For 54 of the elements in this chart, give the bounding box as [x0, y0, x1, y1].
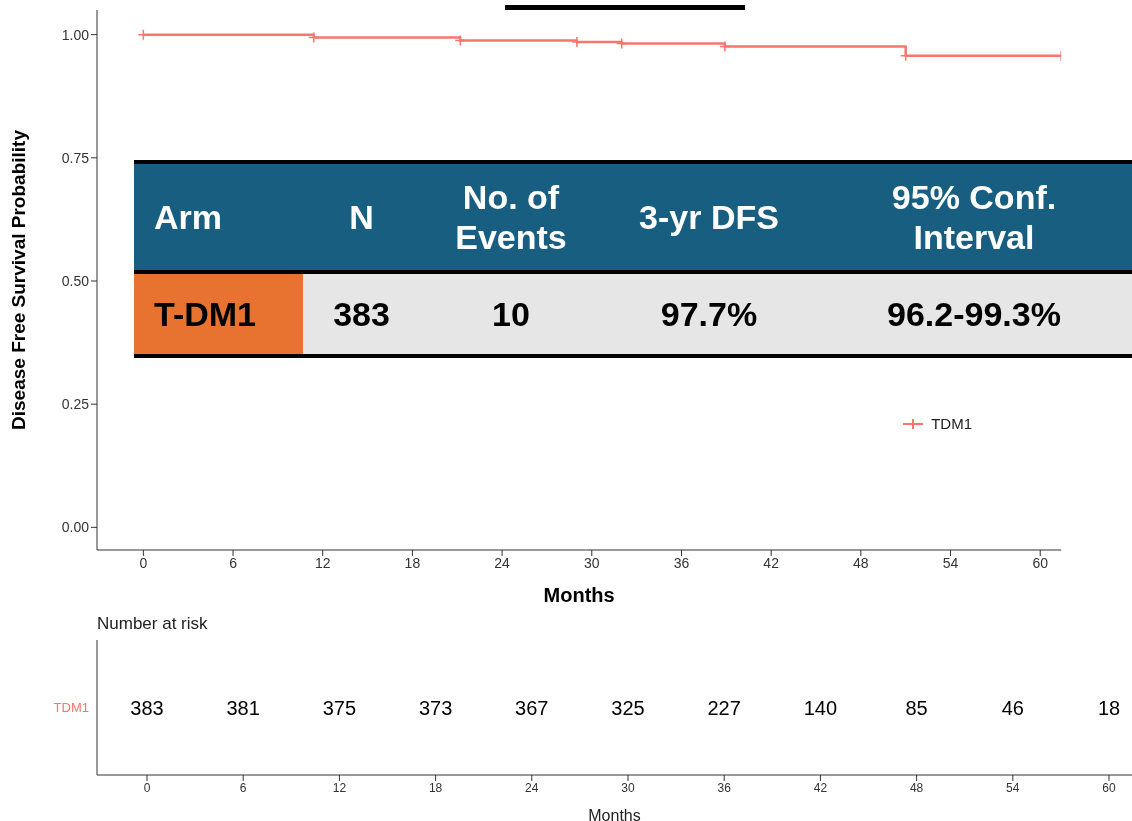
x-tick-label: 54 [942, 554, 959, 571]
x-tick-label: 36 [673, 554, 690, 571]
text: 96.2-99.3% [887, 295, 1061, 333]
legend-label: TDM1 [930, 415, 972, 432]
y-tick-label: 0.00 [61, 519, 90, 536]
x-tick-label: 18 [404, 554, 421, 571]
category-label: 3-yr DFS [639, 197, 779, 237]
data-label: 367 [515, 696, 549, 719]
category-label: No. of Events [454, 177, 568, 257]
y-tick-label: TDM1 [53, 700, 89, 716]
y-axis-title: Disease Free Survival Probability [7, 129, 29, 430]
x-tick-label: 24 [494, 554, 511, 571]
x-tick-label: 36 [717, 780, 732, 795]
data-label: 325 [611, 696, 645, 719]
x-tick-label: 60 [1032, 554, 1049, 571]
x-tick-label: 12 [314, 554, 331, 571]
x-tick-label: 60 [1102, 780, 1116, 795]
data-label: 85 [905, 696, 928, 719]
x-tick-label: 6 [239, 780, 247, 795]
data-label: 373 [418, 696, 453, 719]
x-tick-label: 6 [229, 554, 238, 571]
category-label: 95% Conf. Interval [890, 177, 1058, 257]
x-axis-title: Months [543, 584, 615, 606]
data-label: 375 [322, 696, 357, 719]
text: 10 [492, 295, 530, 333]
x-tick-label: 30 [583, 554, 600, 571]
x-tick-label: 24 [525, 780, 539, 795]
text: 383 [333, 295, 390, 333]
x-tick-label: 0 [139, 554, 148, 571]
y-tick-label: 1.00 [61, 26, 90, 43]
data-label: 140 [803, 696, 838, 719]
y-tick-label: 0.75 [61, 149, 90, 166]
x-axis-title: Months [588, 807, 641, 821]
x-tick-label: 42 [763, 554, 780, 571]
category-label: Arm [154, 197, 223, 237]
category-label: N [349, 197, 374, 237]
data-label: 383 [130, 696, 164, 719]
data-label: 227 [707, 696, 741, 719]
data-label: 381 [226, 696, 260, 719]
x-tick-label: 48 [853, 554, 869, 571]
data-label: 18 [1097, 696, 1121, 719]
x-tick-label: 48 [909, 780, 924, 795]
text: 97.7% [660, 295, 758, 333]
x-tick-label: 42 [813, 780, 828, 795]
y-tick-label: 0.25 [61, 396, 90, 413]
x-tick-label: 54 [1006, 780, 1020, 795]
text: T-DM1 [154, 295, 256, 333]
x-tick-label: 18 [428, 780, 443, 795]
x-tick-label: 30 [621, 780, 635, 795]
x-tick-label: 12 [332, 780, 347, 795]
x-tick-label: 0 [143, 780, 151, 795]
data-label: 46 [1001, 696, 1024, 719]
chart-title: Number at risk [97, 614, 208, 634]
y-tick-label: 0.50 [61, 272, 90, 289]
